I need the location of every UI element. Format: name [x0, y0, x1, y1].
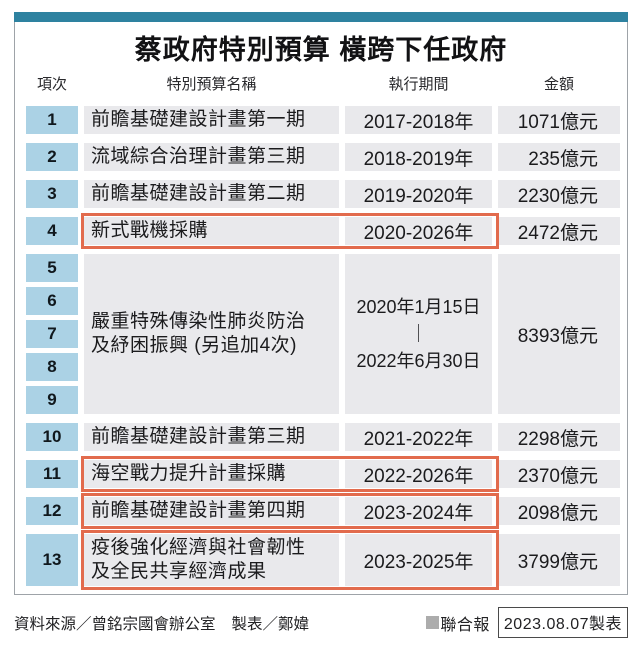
row-number: 10 — [26, 423, 78, 451]
row-number: 13 — [26, 534, 78, 586]
execution-period: 2020-2026年 — [345, 217, 492, 245]
row-number: 7 — [26, 320, 78, 348]
execution-period: 2021-2022年 — [345, 423, 492, 451]
budget-name: 新式戰機採購 — [84, 217, 339, 245]
column-header-amount: 金額 — [543, 76, 574, 93]
brand-name: 聯合報 — [440, 616, 490, 634]
amount: 8393億元 — [498, 254, 620, 414]
table-row-highlighted: 11 海空戰力提升計畫採購 2022-2026年 2370億元 — [15, 456, 627, 492]
budget-name: 疫後強化經濟與社會韌性 及全民共享經濟成果 — [84, 534, 339, 586]
row-number: 9 — [26, 386, 78, 414]
amount: 1071億元 — [498, 106, 620, 134]
infographic-frame: 蔡政府特別預算 橫跨下任政府 項次 特別預算名稱 執行期間 金額 1 前瞻基礎建… — [14, 12, 628, 595]
table-body: 1 前瞻基礎建設計畫第一期 2017-2018年 1071億元 2 流域綜合治理… — [15, 95, 627, 594]
budget-name: 嚴重特殊傳染性肺炎防治 及紓困振興 (另追加4次) — [84, 254, 339, 414]
table-row-highlighted: 4 新式戰機採購 2020-2026年 2472億元 — [15, 213, 627, 249]
row-number: 3 — [26, 180, 78, 208]
amount: 2230億元 — [498, 180, 620, 208]
row-number-stack: 5 6 7 8 9 — [26, 254, 78, 414]
column-header-name: 特別預算名稱 — [166, 76, 257, 93]
row-number: 2 — [26, 143, 78, 171]
budget-name: 前瞻基礎建設計畫第二期 — [84, 180, 339, 208]
table-row-highlighted: 13 疫後強化經濟與社會韌性 及全民共享經濟成果 2023-2025年 3799… — [15, 530, 627, 590]
row-number: 11 — [26, 460, 78, 488]
row-number: 8 — [26, 353, 78, 381]
period-start-date: 2020年1月15日 — [356, 296, 481, 317]
data-source: 資料來源／曾銘宗國會辦公室 — [14, 615, 216, 633]
top-accent-bar — [14, 12, 628, 22]
execution-period: 2020年1月15日 ｜ 2022年6月30日 — [345, 254, 492, 414]
table-row-highlighted: 12 前瞻基礎建設計畫第四期 2023-2024年 2098億元 — [15, 493, 627, 529]
budget-name: 前瞻基礎建設計畫第三期 — [84, 423, 339, 451]
amount: 2472億元 — [498, 217, 620, 245]
execution-period: 2017-2018年 — [345, 106, 492, 134]
period-date-range: 2020年1月15日 ｜ 2022年6月30日 — [356, 294, 480, 375]
table-row: 3 前瞻基礎建設計畫第二期 2019-2020年 2230億元 — [15, 180, 627, 208]
table-row: 10 前瞻基礎建設計畫第三期 2021-2022年 2298億元 — [15, 423, 627, 451]
table-credit: 製表／鄭媁 — [231, 615, 310, 633]
table-row: 1 前瞻基礎建設計畫第一期 2017-2018年 1071億元 — [15, 106, 627, 134]
amount: 3799億元 — [498, 534, 620, 586]
amount: 2098億元 — [498, 497, 620, 525]
footer-right: 聯合報 2023.08.07製表 — [426, 607, 628, 638]
amount: 235億元 — [498, 143, 620, 171]
date-box: 2023.08.07製表 — [497, 607, 628, 638]
execution-period: 2023-2025年 — [345, 534, 492, 586]
column-header-no: 項次 — [36, 76, 67, 93]
execution-period: 2023-2024年 — [345, 497, 492, 525]
column-header-period: 執行期間 — [388, 76, 449, 93]
table-row-merged: 5 6 7 8 9 嚴重特殊傳染性肺炎防治 及紓困振興 (另追加4次) 2020… — [15, 254, 627, 414]
execution-period: 2022-2026年 — [345, 460, 492, 488]
amount: 2370億元 — [498, 460, 620, 488]
footer: 資料來源／曾銘宗國會辦公室 製表／鄭媁 聯合報 2023.08.07製表 — [14, 607, 628, 638]
page-title: 蔡政府特別預算 橫跨下任政府 — [134, 35, 508, 65]
period-end-date: 2022年6月30日 — [356, 350, 481, 371]
amount: 2298億元 — [498, 423, 620, 451]
budget-name: 前瞻基礎建設計畫第一期 — [84, 106, 339, 134]
execution-period: 2019-2020年 — [345, 180, 492, 208]
row-number: 6 — [26, 287, 78, 315]
budget-name: 海空戰力提升計畫採購 — [84, 460, 339, 488]
row-number: 1 — [26, 106, 78, 134]
period-range-dash: ｜ — [409, 323, 428, 344]
brand-square-icon — [426, 616, 440, 629]
row-number: 5 — [26, 254, 78, 282]
budget-name: 前瞻基礎建設計畫第四期 — [84, 497, 339, 525]
row-number: 4 — [26, 217, 78, 245]
column-headers: 項次 特別預算名稱 執行期間 金額 — [15, 67, 627, 95]
budget-name: 流域綜合治理計畫第三期 — [84, 143, 339, 171]
table-row: 2 流域綜合治理計畫第三期 2018-2019年 235億元 — [15, 143, 627, 171]
execution-period: 2018-2019年 — [345, 143, 492, 171]
row-number: 12 — [26, 497, 78, 525]
